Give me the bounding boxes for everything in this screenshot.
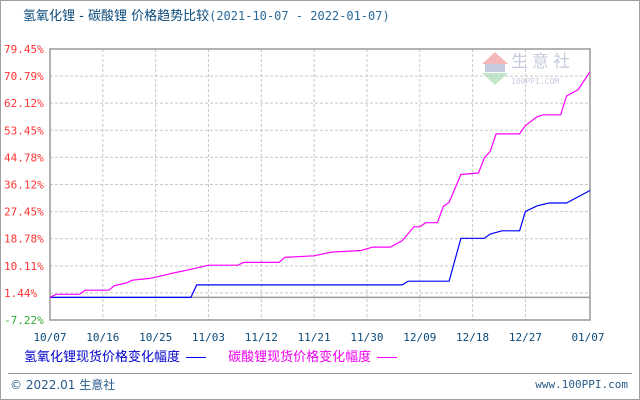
legend-swatch bbox=[377, 357, 398, 358]
legend-label: 氢氧化锂现货价格变化幅度 bbox=[24, 350, 181, 365]
y-tick-label: 1.44% bbox=[4, 287, 37, 300]
y-tick-label: 10.11% bbox=[4, 260, 44, 273]
y-tick-label: -7.22% bbox=[4, 314, 44, 327]
y-tick-label: 27.45% bbox=[4, 206, 44, 219]
y-tick-label: 70.79% bbox=[4, 70, 44, 83]
x-tick-label: 11/21 bbox=[298, 331, 331, 344]
legend-item-lithium-hydroxide: 氢氧化锂现货价格变化幅度 bbox=[24, 350, 207, 365]
y-tick-label: 62.12% bbox=[4, 97, 44, 110]
y-tick-label: 18.78% bbox=[4, 233, 44, 246]
chart-title: 氢氧化锂 - 碳酸锂 价格趋势比较(2021-10-07 - 2022-01-0… bbox=[23, 8, 390, 25]
x-tick-label: 12/09 bbox=[403, 331, 436, 344]
series-line-1 bbox=[49, 71, 591, 298]
footer-divider bbox=[8, 373, 632, 374]
legend-swatch bbox=[186, 357, 207, 358]
x-tick-label: 10/25 bbox=[139, 331, 172, 344]
title-text: 氢氧化锂 - 碳酸锂 价格趋势比较 bbox=[23, 9, 210, 24]
legend-item-lithium-carbonate: 碳酸锂现货价格变化幅度 bbox=[228, 350, 398, 365]
legend-label: 碳酸锂现货价格变化幅度 bbox=[228, 350, 372, 365]
series-line-0 bbox=[50, 189, 591, 298]
title-date-range: (2021-10-07 - 2022-01-07) bbox=[209, 9, 390, 23]
y-tick-label: 36.12% bbox=[4, 178, 44, 191]
y-tick-label: 79.45% bbox=[4, 43, 44, 56]
plot-border bbox=[49, 48, 591, 321]
watermark-site: 100PPI.COM bbox=[511, 77, 560, 86]
footer-url[interactable]: www.100PPI.com bbox=[535, 378, 628, 391]
x-tick-label: 10/16 bbox=[86, 331, 119, 344]
x-tick-label: 12/18 bbox=[456, 331, 489, 344]
legend: 氢氧化锂现货价格变化幅度 碳酸锂现货价格变化幅度 bbox=[24, 350, 415, 366]
x-tick-label: 11/03 bbox=[192, 331, 225, 344]
x-tick-label: 10/07 bbox=[33, 331, 66, 344]
chart-plot: 79.45% 70.79% 62.12% 53.45% 44.78% 36.12% 27.4… bbox=[4, 43, 605, 344]
x-tick-label: 11/30 bbox=[350, 331, 383, 344]
x-tick-label: 01/07 bbox=[571, 331, 604, 344]
y-tick-label: 44.78% bbox=[4, 151, 44, 164]
x-tick-label: 12/27 bbox=[509, 331, 542, 344]
y-tick-label: 53.45% bbox=[4, 124, 44, 137]
x-tick-label: 11/12 bbox=[245, 331, 278, 344]
footer-copyright: © 2022.01 生意社 bbox=[10, 378, 116, 392]
